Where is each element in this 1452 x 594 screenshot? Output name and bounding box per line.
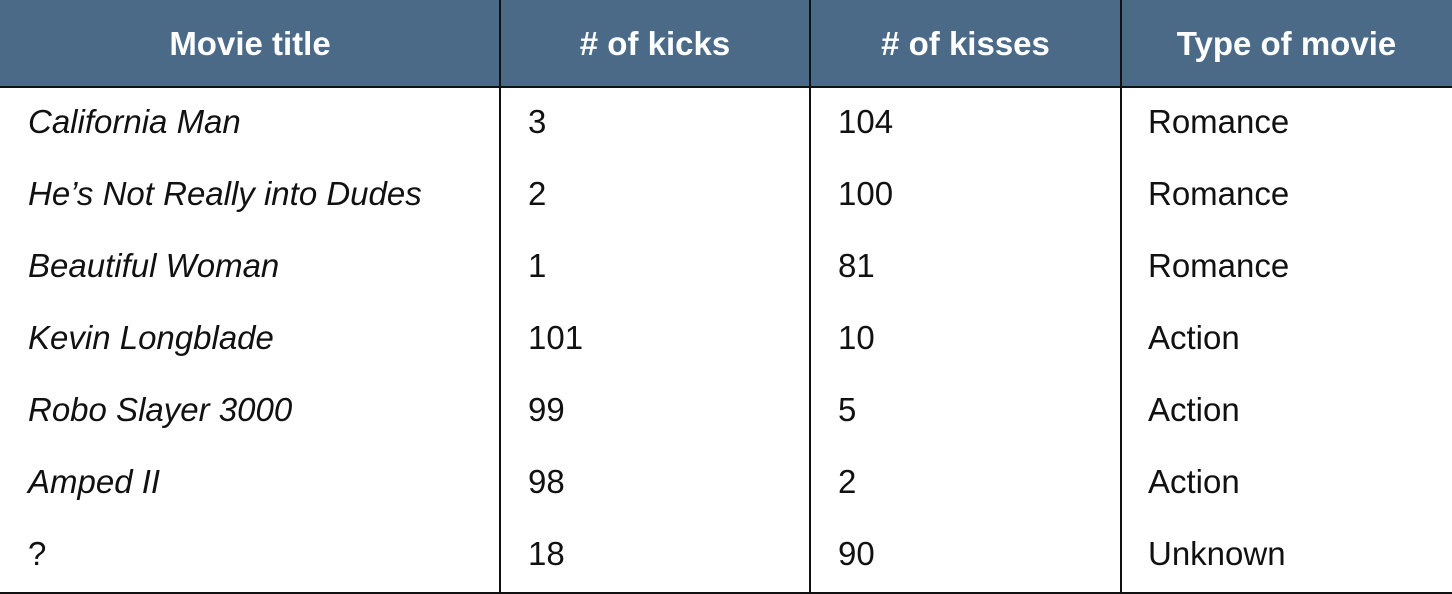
column-divider	[499, 0, 501, 594]
kicks-cell: 3	[528, 103, 547, 140]
kisses-cell: 104	[838, 103, 894, 140]
kisses-cell: 100	[838, 175, 894, 212]
movie-type-cell: Romance	[1148, 175, 1290, 212]
table-row: He’s Not Really into Dudes 2 100 Romance	[0, 158, 1452, 230]
kisses-cell: 10	[838, 319, 875, 356]
kicks-cell: 2	[528, 175, 547, 212]
movie-type-cell: Romance	[1148, 103, 1290, 140]
table-row: Kevin Longblade 101 10 Action	[0, 302, 1452, 374]
movie-type-cell: Action	[1148, 319, 1240, 356]
kisses-cell: 81	[838, 247, 875, 284]
column-divider	[1120, 0, 1122, 594]
movie-type-cell: Action	[1148, 463, 1240, 500]
kisses-cell: 2	[838, 463, 857, 500]
kicks-cell: 1	[528, 247, 547, 284]
table-bottom-rule	[0, 592, 1452, 594]
movie-type-cell: Unknown	[1148, 535, 1286, 572]
movie-title-cell: Beautiful Woman	[28, 247, 280, 284]
movie-title-cell: Kevin Longblade	[28, 319, 274, 356]
table-row: Robo Slayer 3000 99 5 Action	[0, 374, 1452, 446]
table-header: Movie title # of kicks # of kisses Type …	[0, 0, 1452, 88]
kicks-cell: 99	[528, 391, 565, 428]
movie-type-cell: Romance	[1148, 247, 1290, 284]
movie-title-cell: ?	[28, 535, 47, 572]
header-movie-type: Type of movie	[1176, 25, 1397, 62]
table-row: ? 18 90 Unknown	[0, 518, 1452, 590]
table-row: Beautiful Woman 1 81 Romance	[0, 230, 1452, 302]
table-row: California Man 3 104 Romance	[0, 86, 1452, 158]
kicks-cell: 18	[528, 535, 565, 572]
kicks-cell: 98	[528, 463, 565, 500]
column-divider	[809, 0, 811, 594]
movie-title-cell: He’s Not Really into Dudes	[28, 175, 422, 212]
header-movie-title: Movie title	[169, 25, 331, 62]
movie-title-cell: Amped II	[28, 463, 161, 500]
table-row: Amped II 98 2 Action	[0, 446, 1452, 518]
header-kisses: # of kisses	[881, 25, 1050, 62]
kisses-cell: 90	[838, 535, 875, 572]
header-kicks: # of kicks	[579, 25, 731, 62]
movie-type-cell: Action	[1148, 391, 1240, 428]
movie-title-cell: California Man	[28, 103, 241, 140]
movie-title-cell: Robo Slayer 3000	[28, 391, 293, 428]
kicks-cell: 101	[528, 319, 584, 356]
kisses-cell: 5	[838, 391, 857, 428]
